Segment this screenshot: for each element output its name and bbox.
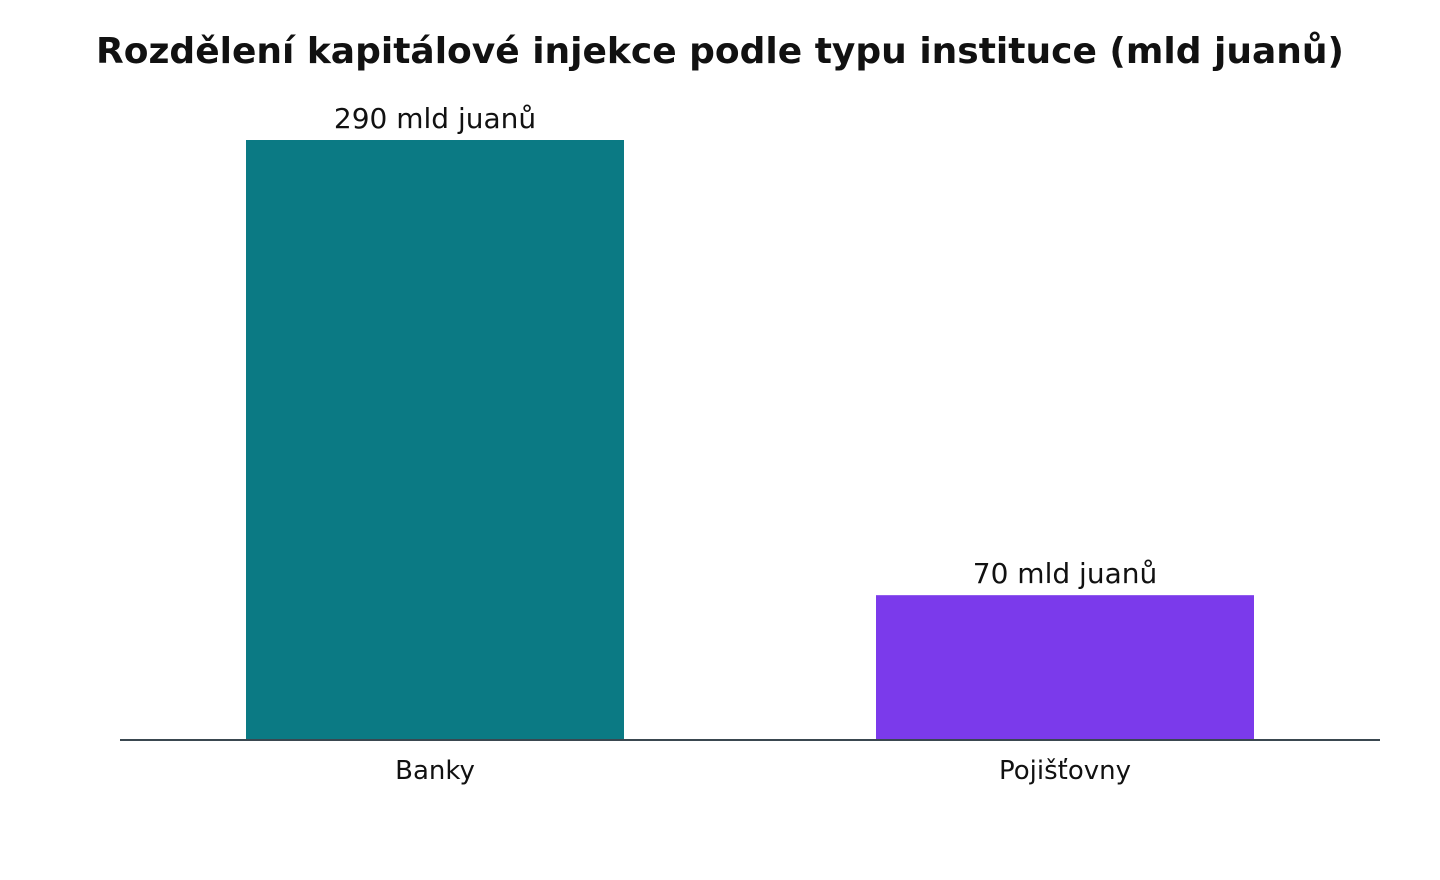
bars-group [246,140,1254,740]
tick-labels-group: Banky Pojišťovny [395,756,1131,786]
data-label-1: 70 mld juanů [973,557,1157,590]
x-tick-label-0: Banky [395,756,475,786]
data-labels-group: 290 mld juanů 70 mld juanů [334,102,1157,590]
x-tick-label-1: Pojišťovny [999,756,1131,786]
data-label-0: 290 mld juanů [334,102,536,135]
chart-title: Rozdělení kapitálové injekce podle typu … [96,31,1344,72]
bar-0 [246,140,624,740]
bar-1 [876,595,1254,740]
